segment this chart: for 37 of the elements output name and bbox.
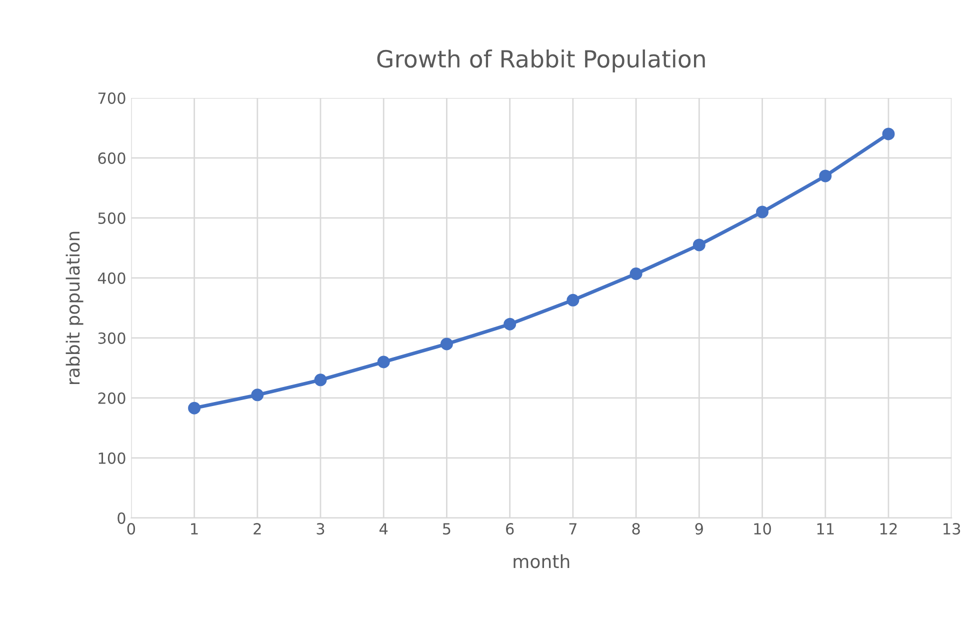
y-tick-label: 700	[98, 92, 126, 104]
x-tick-label: 9	[695, 523, 703, 535]
point	[251, 388, 264, 402]
x-axis-title: month	[514, 554, 570, 568]
point	[882, 128, 895, 140]
x-tick-label: 8	[632, 523, 640, 535]
point	[504, 318, 516, 330]
x-tick-label: 13	[944, 523, 960, 535]
point	[440, 338, 453, 350]
x-tick-label: 2	[254, 523, 261, 534]
y-tick-label: 500	[98, 212, 126, 224]
point	[630, 267, 642, 280]
point	[566, 294, 580, 306]
point	[188, 402, 201, 414]
x-tick-label: 0	[127, 523, 136, 535]
x-tick-label: 1	[191, 523, 198, 534]
x-tick-label: 11	[817, 523, 834, 534]
point	[314, 374, 327, 386]
point	[756, 206, 769, 218]
x-tick-label: 3	[316, 523, 324, 535]
x-tick-label: 7	[569, 523, 576, 534]
x-tick-label: 5	[443, 523, 450, 535]
point	[692, 238, 706, 252]
y-tick-label: 600	[98, 152, 126, 164]
y-tick-label: 400	[98, 272, 126, 284]
chart-title: Growth of Rabbit Population	[377, 49, 705, 72]
x-tick-label: 12	[880, 523, 897, 534]
point	[377, 356, 390, 368]
y-tick-label: 300	[98, 332, 126, 344]
x-tick-label: 4	[380, 523, 388, 534]
y-tick-label: 200	[98, 392, 126, 404]
x-tick-label: 6	[506, 523, 514, 535]
y-axis-title: rabbit population	[66, 232, 84, 384]
point	[819, 170, 832, 182]
x-tick-label: 10	[754, 523, 771, 535]
y-tick-label: 0	[118, 512, 126, 524]
y-tick-label: 100	[98, 452, 126, 464]
